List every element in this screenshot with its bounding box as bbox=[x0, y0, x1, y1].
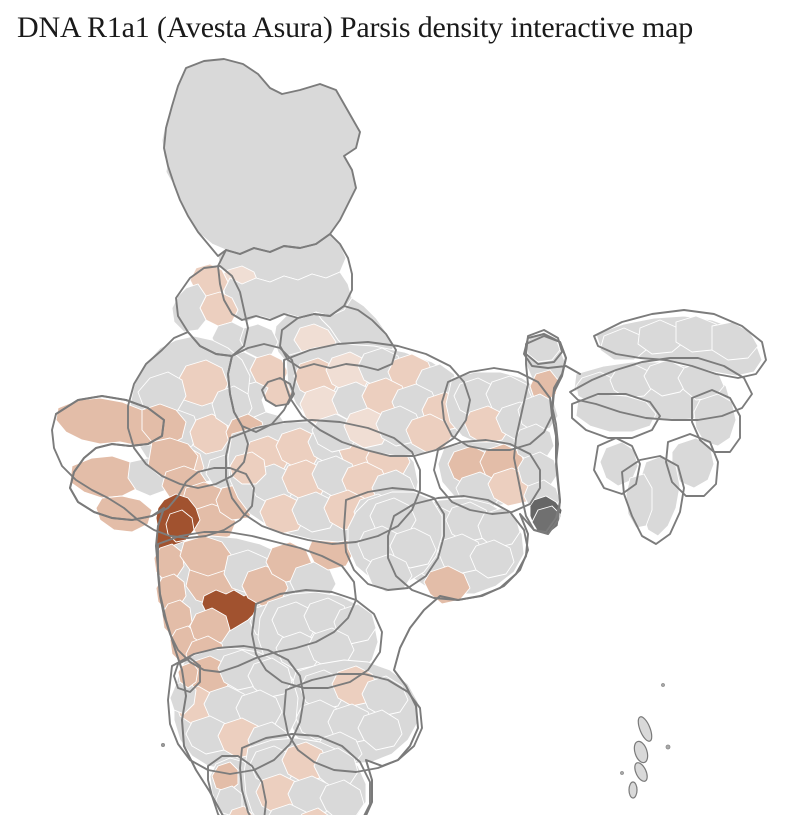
state-border-goa bbox=[173, 657, 201, 693]
district-mizoram-2[interactable] bbox=[625, 473, 653, 529]
island-south-andaman bbox=[634, 762, 648, 782]
island-lakshadweep-1 bbox=[160, 743, 165, 748]
district-tn-7[interactable] bbox=[266, 803, 312, 815]
state-border-punjab bbox=[175, 265, 249, 357]
state-border-rajasthan bbox=[127, 331, 249, 489]
island-car-nicobar bbox=[628, 781, 638, 799]
india-choropleth-map[interactable] bbox=[0, 48, 802, 815]
state-border-arunachal bbox=[593, 309, 767, 379]
district-ap-6[interactable] bbox=[357, 709, 403, 751]
district-wb-siliguri[interactable] bbox=[529, 369, 559, 403]
state-border-meghalaya bbox=[571, 393, 661, 439]
district-arunachal-2[interactable] bbox=[637, 319, 685, 355]
andaman-nicobar-islands bbox=[620, 683, 671, 799]
district-mp-15[interactable] bbox=[229, 451, 267, 485]
island-north-andaman bbox=[637, 716, 653, 742]
state-border-uttarakhand bbox=[279, 305, 397, 371]
district-karnataka-3[interactable] bbox=[247, 657, 293, 699]
page-title: DNA R1a1 (Avesta Asura) Parsis density i… bbox=[17, 11, 693, 44]
state-border-chhattisgarh bbox=[343, 487, 445, 591]
state-border-jharkhand bbox=[433, 439, 541, 515]
district-assam-2[interactable] bbox=[609, 363, 655, 399]
island-andaman-speck-east bbox=[665, 744, 671, 750]
state-border-karnataka bbox=[167, 645, 305, 775]
state-border-tripura bbox=[593, 437, 641, 495]
state-border-manipur bbox=[665, 433, 719, 497]
state-border-tn bbox=[239, 733, 371, 815]
district-arunachal-4[interactable] bbox=[711, 321, 759, 361]
district-tn-6[interactable] bbox=[319, 779, 365, 815]
island-middle-andaman bbox=[633, 740, 649, 764]
state-border-telangana bbox=[251, 589, 383, 689]
district-cg-3[interactable] bbox=[389, 527, 437, 569]
state-border-sikkim bbox=[525, 329, 563, 365]
district-haryana-2[interactable] bbox=[239, 323, 279, 359]
district-odisha-3[interactable] bbox=[477, 507, 521, 549]
lakshadweep-islands bbox=[160, 743, 165, 748]
district-tn-8[interactable] bbox=[296, 807, 336, 815]
district-maha-satara[interactable] bbox=[189, 607, 231, 647]
state-border-bihar bbox=[441, 367, 553, 451]
state-border-mizoram bbox=[621, 455, 685, 545]
island-andaman-speck-west bbox=[620, 771, 624, 775]
india-coastline-outline bbox=[55, 333, 581, 815]
district-odisha-6[interactable] bbox=[469, 539, 515, 579]
map-districts-layer bbox=[51, 58, 767, 815]
district-kerala-3[interactable] bbox=[228, 805, 253, 815]
district-tn-5[interactable] bbox=[287, 775, 335, 815]
district-gujarat-saurashtra-2[interactable] bbox=[95, 495, 153, 533]
state-border-ap bbox=[283, 673, 423, 773]
state-border-assam bbox=[569, 357, 753, 421]
state-borders-layer bbox=[51, 58, 767, 815]
island-andaman-speck-north bbox=[661, 683, 665, 687]
state-border-mp bbox=[225, 419, 421, 545]
state-border-nagaland bbox=[691, 389, 741, 453]
